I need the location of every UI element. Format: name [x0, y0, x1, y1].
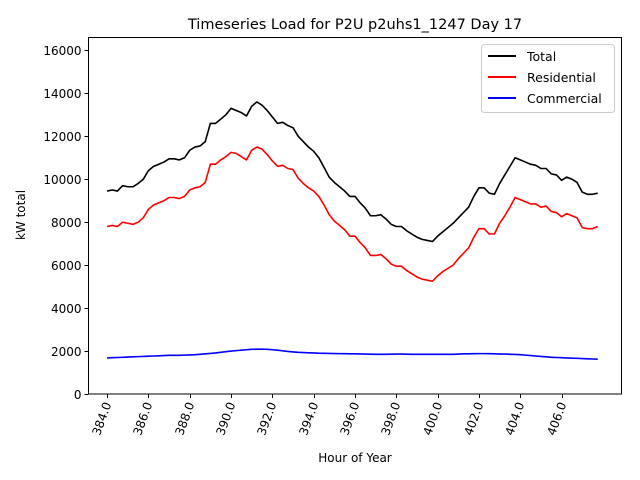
y-tick-label: 6000 [51, 259, 82, 273]
legend: Total Residential Commercial [481, 44, 615, 113]
y-tick-label: 2000 [51, 345, 82, 359]
y-tick-label: 14000 [43, 87, 81, 101]
legend-label-total: Total [526, 49, 556, 64]
y-tick-label: 10000 [43, 173, 81, 187]
chart-title: Timeseries Load for P2U p2uhs1_1247 Day … [187, 17, 522, 33]
series-line-residential [106, 146, 599, 283]
y-tick-label: 16000 [43, 44, 81, 58]
y-tick-label: 8000 [51, 216, 82, 230]
x-axis-label: Hour of Year [318, 451, 392, 465]
series-line-total [106, 101, 598, 243]
legend-label-residential: Residential [527, 70, 596, 85]
legend-label-commercial: Commercial [527, 91, 602, 106]
legend-box [481, 44, 615, 113]
series-lines [106, 101, 599, 361]
plot-area [88, 37, 622, 395]
y-tick-label: 12000 [43, 130, 81, 144]
y-axis-label: kW total [14, 190, 28, 240]
y-tick-label: 4000 [51, 302, 82, 316]
y-axis: 0 2000 4000 6000 8000 10000 12000 14000 16000 [43, 44, 89, 402]
series-line-commercial [107, 348, 598, 361]
y-tick-label: 0 [74, 388, 82, 402]
